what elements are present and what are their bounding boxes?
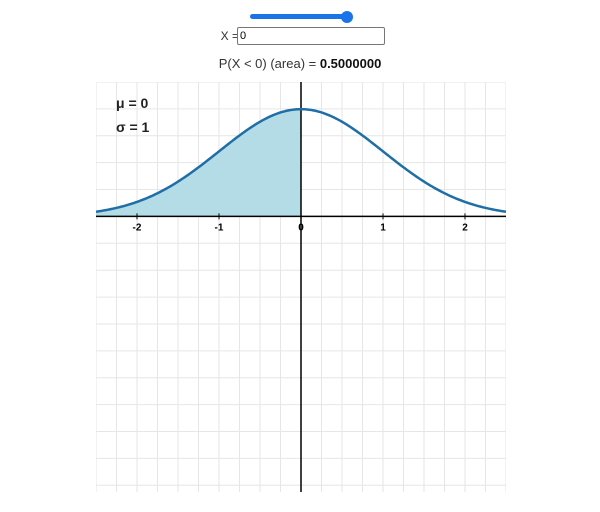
x-value-row: X = bbox=[0, 27, 600, 45]
x-slider-thumb[interactable] bbox=[341, 11, 353, 23]
x-label: X = bbox=[220, 29, 239, 43]
x-tick-label: -2 bbox=[133, 222, 142, 233]
x-tick-label: 0 bbox=[298, 222, 304, 233]
density-curve bbox=[96, 107, 506, 213]
probability-value: 0.5000000 bbox=[319, 56, 382, 71]
probability-readout: P(X < 0) (area) = 0.5000000 bbox=[0, 56, 600, 71]
x-value-input[interactable] bbox=[237, 27, 385, 45]
x-tick-label: -1 bbox=[215, 222, 224, 233]
x-tick-label: 2 bbox=[462, 222, 468, 233]
mu-label: μ = 0 bbox=[116, 95, 149, 111]
shaded-probability-area bbox=[96, 109, 301, 217]
probability-label: P(X < 0) (area) = bbox=[218, 56, 320, 71]
x-slider-track[interactable] bbox=[250, 14, 346, 19]
normal-distribution-plot: -2 -1 0 1 2 bbox=[96, 82, 506, 492]
sigma-label: σ = 1 bbox=[116, 119, 150, 135]
x-tick-label: 1 bbox=[380, 222, 386, 233]
